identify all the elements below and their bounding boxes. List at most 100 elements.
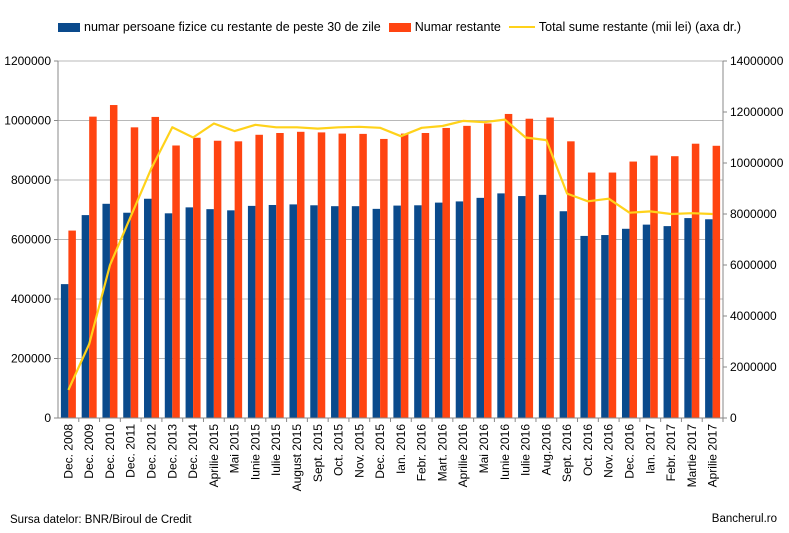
- x-tick-label: Aprilie 2016: [456, 424, 470, 488]
- legend-label-series1: numar persoane fizice cu restante de pes…: [84, 20, 381, 34]
- bar-series1: [268, 204, 277, 418]
- bar-series1: [642, 224, 651, 418]
- bar-series2: [255, 134, 263, 418]
- x-tick-label: Mai 2016: [477, 424, 491, 474]
- bar-series1: [144, 198, 152, 418]
- bar-series2: [546, 117, 554, 419]
- x-tick-label: Dec. 2016: [622, 424, 636, 479]
- bar-series2: [567, 141, 575, 418]
- bar-series2: [234, 141, 243, 418]
- x-tick-label: Febr. 2017: [664, 424, 678, 482]
- x-tick-label: Dec. 2010: [103, 424, 117, 479]
- legend-swatch-series1: [58, 22, 80, 32]
- bar-series2: [89, 116, 97, 418]
- bar-series1: [331, 206, 339, 418]
- x-tick-label: Ian. 2017: [643, 424, 657, 474]
- x-tick-label: Iunie 2016: [498, 424, 512, 480]
- bar-series1: [289, 204, 297, 418]
- bar-series2: [442, 127, 450, 418]
- bar-series2: [172, 145, 180, 419]
- bar-series1: [227, 210, 235, 418]
- bar-series1: [60, 284, 69, 418]
- x-tick-label: August 2015: [290, 424, 304, 492]
- bar-series2: [213, 140, 222, 419]
- bar-series2: [525, 118, 534, 418]
- y-right-tick-label: 10000000: [730, 156, 784, 170]
- y-left-tick-label: 200000: [11, 352, 51, 366]
- x-tick-label: Sept. 2015: [311, 424, 325, 482]
- x-tick-label: Aprilie 2015: [207, 424, 221, 488]
- bar-series1: [206, 209, 214, 418]
- bar-series1: [684, 218, 692, 418]
- bar-series1: [185, 207, 194, 418]
- bar-series1: [247, 205, 256, 418]
- bar-series2: [68, 230, 76, 418]
- y-left-tick-label: 1200000: [4, 54, 51, 68]
- bar-series2: [463, 125, 471, 418]
- x-tick-label: Ian. 2016: [394, 424, 408, 474]
- y-right-tick-label: 0: [730, 411, 737, 425]
- bar-series1: [102, 203, 110, 418]
- bar-series2: [712, 145, 721, 418]
- bar-series2: [691, 143, 700, 418]
- x-tick-label: Iulie 2016: [519, 424, 533, 476]
- bar-series1: [372, 208, 381, 418]
- y-right-tick-label: 12000000: [730, 105, 784, 119]
- x-tick-label: Dec. 2009: [82, 424, 96, 479]
- bar-series1: [476, 197, 485, 418]
- bar-series1: [621, 228, 630, 418]
- x-tick-label: Nov. 2016: [602, 424, 616, 478]
- x-tick-label: Sept. 2016: [560, 424, 574, 482]
- bar-series2: [276, 132, 284, 418]
- bar-series1: [164, 213, 173, 418]
- bar-series2: [193, 137, 201, 418]
- y-left-tick-label: 1000000: [4, 114, 51, 128]
- x-tick-label: Martie 2017: [685, 424, 699, 488]
- bar-series2: [296, 131, 305, 418]
- bar-series2: [629, 161, 637, 418]
- legend-line-series3: [508, 26, 535, 28]
- bar-series1: [580, 235, 588, 418]
- bar-series2: [650, 155, 658, 419]
- bar-series2: [359, 133, 367, 418]
- legend-item-series3: Total sume restante (mii lei) (axa dr.): [508, 20, 741, 34]
- bar-series2: [608, 172, 617, 418]
- y-left-tick-label: 400000: [11, 292, 51, 306]
- bar-series2: [671, 156, 679, 418]
- legend-item-series2: Numar restante: [388, 20, 501, 34]
- x-tick-label: Aprilie 2017: [706, 424, 720, 488]
- bar-series1: [351, 206, 360, 418]
- bar-series1: [601, 235, 609, 418]
- x-tick-label: Mai 2015: [228, 424, 242, 474]
- x-tick-label: Nov. 2015: [352, 424, 366, 478]
- brand-label: Bancherul.ro: [711, 513, 777, 525]
- x-tick-label: Dec. 2012: [145, 424, 159, 479]
- bar-series1: [81, 215, 90, 418]
- y-right-tick-label: 2000000: [730, 360, 777, 374]
- y-left-tick-label: 600000: [11, 233, 51, 247]
- bar-series1: [393, 205, 401, 418]
- source-note: Sursa datelor: BNR/Biroul de Credit: [10, 514, 192, 526]
- legend-label-series2: Numar restante: [414, 20, 501, 34]
- bar-series1: [663, 226, 672, 418]
- bar-series1: [414, 205, 422, 418]
- bar-series2: [400, 133, 409, 418]
- x-tick-label: Dec. 2011: [124, 424, 138, 478]
- y-right-tick-label: 14000000: [730, 54, 784, 68]
- bar-series1: [705, 219, 713, 418]
- bar-series2: [130, 127, 139, 418]
- bar-series2: [587, 172, 596, 418]
- x-tick-label: Oct. 2015: [332, 424, 346, 476]
- x-tick-label: Dec. 2015: [373, 424, 387, 479]
- legend: numar persoane fizice cu restante de pes…: [58, 20, 749, 34]
- legend-swatch-series2: [388, 22, 411, 32]
- bar-series1: [538, 194, 547, 418]
- bar-series2: [151, 116, 160, 419]
- x-tick-label: Iulie 2015: [269, 424, 283, 476]
- x-tick-label: Dec. 2013: [165, 424, 179, 479]
- bar-series2: [338, 133, 347, 418]
- y-right-tick-label: 4000000: [730, 309, 777, 323]
- bar-series2: [109, 105, 118, 418]
- bar-series2: [380, 138, 388, 418]
